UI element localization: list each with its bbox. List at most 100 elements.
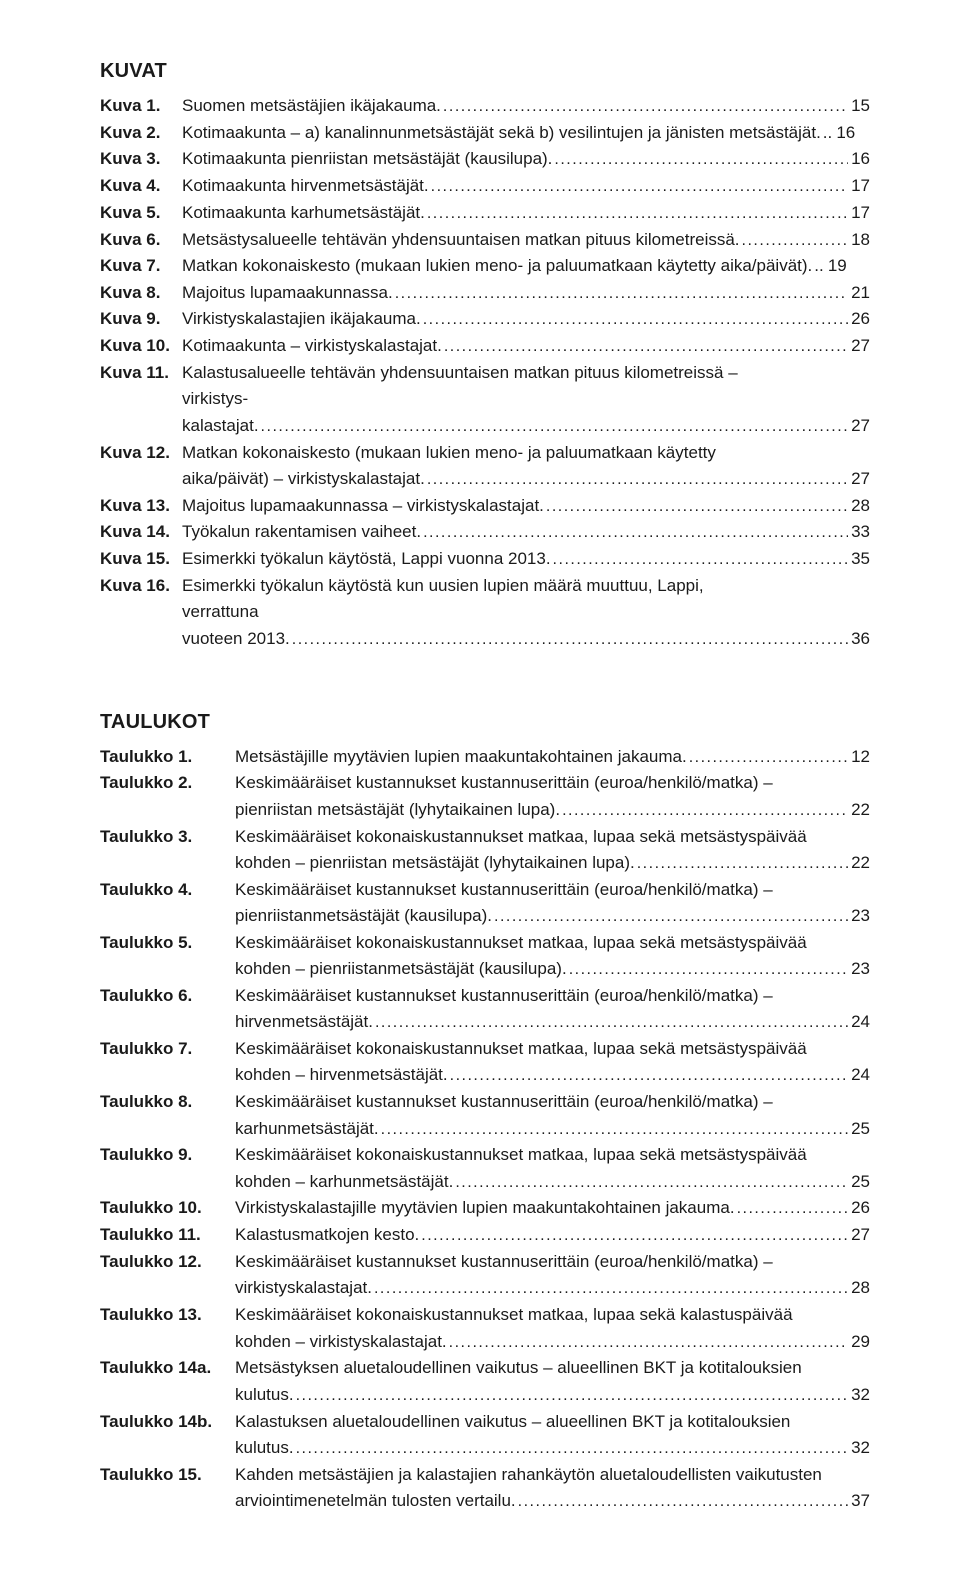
toc-page: 15 xyxy=(848,93,870,119)
toc-page: 16 xyxy=(833,120,855,146)
toc-label-spacer xyxy=(100,1062,235,1088)
toc-dots: ........................................… xyxy=(421,521,848,546)
toc-dots: ........................................… xyxy=(492,905,848,930)
toc-page: 24 xyxy=(848,1009,870,1035)
toc-title: kohden – pienriistanmetsästäjät (kausilu… xyxy=(235,956,567,982)
toc-title: Kotimaakunta pienriistan metsästäjät (ka… xyxy=(182,146,552,172)
toc-title: Kotimaakunta karhumetsästäjät. xyxy=(182,200,425,226)
toc-label: Taulukko 14b. xyxy=(100,1409,235,1435)
toc-entry: Taulukko 5.Keskimääräiset kokonaiskustan… xyxy=(100,930,870,956)
toc-dots: ........................................… xyxy=(516,1490,848,1515)
toc-page: 27 xyxy=(848,413,870,439)
toc-title: kulutus. xyxy=(235,1435,294,1461)
toc-label: Kuva 2. xyxy=(100,120,182,146)
toc-label: Taulukko 15. xyxy=(100,1462,235,1488)
toc-title: Keskimääräiset kokonaiskustannukset matk… xyxy=(235,1036,807,1062)
toc-entry-continuation: kohden – virkistyskalastajat............… xyxy=(100,1329,870,1356)
toc-title: kohden – karhunmetsästäjät. xyxy=(235,1169,453,1195)
toc-dots: ........................................… xyxy=(544,495,848,520)
toc-entry-continuation: pienriistanmetsästäjät (kausilupa)......… xyxy=(100,903,870,930)
toc-title: Keskimääräiset kustannukset kustannuseri… xyxy=(235,770,773,796)
toc-label-spacer xyxy=(100,1488,235,1514)
toc-entry: Taulukko 13.Keskimääräiset kokonaiskusta… xyxy=(100,1302,870,1328)
toc-label-spacer xyxy=(100,797,235,823)
toc-dots: ........................................… xyxy=(740,229,848,254)
toc-label: Kuva 8. xyxy=(100,280,182,306)
toc-title: Keskimääräiset kokonaiskustannukset matk… xyxy=(235,1302,793,1328)
toc-entry-continuation: kulutus.................................… xyxy=(100,1435,870,1462)
toc-title: Keskimääräiset kustannukset kustannuseri… xyxy=(235,1249,773,1275)
toc-title: virkistyskalastajat. xyxy=(235,1275,372,1301)
toc-dots: ........................................… xyxy=(442,335,848,360)
toc-label-spacer xyxy=(100,850,235,876)
toc-label-spacer xyxy=(100,1435,235,1461)
toc-dots: ........................................… xyxy=(567,958,848,983)
toc-title: karhunmetsästäjät. xyxy=(235,1116,379,1142)
toc-label: Taulukko 7. xyxy=(100,1036,235,1062)
toc-page: 32 xyxy=(848,1382,870,1408)
toc-entry: Kuva 1.Suomen metsästäjien ikäjakauma...… xyxy=(100,93,870,120)
toc-entry: Kuva 12.Matkan kokonaiskesto (mukaan luk… xyxy=(100,440,870,466)
toc-entry: Kuva 10.Kotimaakunta – virkistyskalastaj… xyxy=(100,333,870,360)
toc-page: 19 xyxy=(825,253,847,279)
toc-label-spacer xyxy=(100,626,182,652)
toc-label: Taulukko 13. xyxy=(100,1302,235,1328)
toc-dots: ........................................… xyxy=(551,548,848,573)
toc-entry-continuation: kohden – pienriistan metsästäjät (lyhyta… xyxy=(100,850,870,877)
toc-label: Taulukko 3. xyxy=(100,824,235,850)
toc-dots: ........................................… xyxy=(294,1384,848,1409)
toc-page: 29 xyxy=(848,1329,870,1355)
toc-label-spacer xyxy=(100,1275,235,1301)
section-heading: KUVAT xyxy=(100,60,870,83)
toc-entry: Taulukko 10.Virkistyskalastajille myytäv… xyxy=(100,1195,870,1222)
toc-title: Keskimääräiset kustannukset kustannuseri… xyxy=(235,1089,773,1115)
toc-label: Taulukko 8. xyxy=(100,1089,235,1115)
toc-label: Kuva 16. xyxy=(100,573,182,599)
toc-dots: ........................................… xyxy=(635,852,848,877)
toc-title: Keskimääräiset kokonaiskustannukset matk… xyxy=(235,1142,807,1168)
toc-title: Virkistyskalastajille myytävien lupien m… xyxy=(235,1195,735,1221)
toc-title: kalastajat. xyxy=(182,413,259,439)
toc-label: Kuva 10. xyxy=(100,333,182,359)
toc-page: 26 xyxy=(848,1195,870,1221)
toc-label: Kuva 1. xyxy=(100,93,182,119)
toc-dots: ........................................… xyxy=(421,308,848,333)
toc-entry: Kuva 5.Kotimaakunta karhumetsästäjät....… xyxy=(100,200,870,227)
toc-dots: ........................................… xyxy=(735,1197,848,1222)
toc-label-spacer xyxy=(100,1009,235,1035)
toc-dots: ........................................… xyxy=(393,282,848,307)
toc-entry: Taulukko 14a.Metsästyksen aluetaloudelli… xyxy=(100,1355,870,1381)
toc-label: Taulukko 14a. xyxy=(100,1355,235,1381)
toc-title: Työkalun rakentamisen vaiheet. xyxy=(182,519,421,545)
toc-entry: Taulukko 7.Keskimääräiset kokonaiskustan… xyxy=(100,1036,870,1062)
toc-entry: Kuva 2.Kotimaakunta – a) kanalinnunmetsä… xyxy=(100,120,870,146)
toc-entry-continuation: kohden – hirvenmetsästäjät..............… xyxy=(100,1062,870,1089)
toc-label: Kuva 14. xyxy=(100,519,182,545)
toc-entry: Kuva 13.Majoitus lupamaakunnassa – virki… xyxy=(100,493,870,520)
toc-page: 27 xyxy=(848,466,870,492)
toc-dots: ........................................… xyxy=(687,746,848,771)
toc-entry: Kuva 15.Esimerkki työkalun käytöstä, Lap… xyxy=(100,546,870,573)
toc-entry-continuation: kulutus.................................… xyxy=(100,1382,870,1409)
toc-entry: Taulukko 11.Kalastusmatkojen kesto......… xyxy=(100,1222,870,1249)
toc-entry-continuation: pienriistan metsästäjät (lyhytaikainen l… xyxy=(100,797,870,824)
toc-label: Kuva 3. xyxy=(100,146,182,172)
toc-page: 16 xyxy=(848,146,870,172)
toc-dots: ........................................… xyxy=(425,202,848,227)
toc-title: Kahden metsästäjien ja kalastajien rahan… xyxy=(235,1462,822,1488)
toc-entry: Taulukko 12.Keskimääräiset kustannukset … xyxy=(100,1249,870,1275)
toc-title: Matkan kokonaiskesto (mukaan lukien meno… xyxy=(182,253,812,279)
toc-entry: Kuva 4.Kotimaakunta hirvenmetsästäjät...… xyxy=(100,173,870,200)
toc-label: Kuva 4. xyxy=(100,173,182,199)
toc-title: pienriistan metsästäjät (lyhytaikainen l… xyxy=(235,797,560,823)
toc-entry-continuation: kohden – pienriistanmetsästäjät (kausilu… xyxy=(100,956,870,983)
toc-label: Kuva 12. xyxy=(100,440,182,466)
toc-dots: ........................................… xyxy=(448,1064,848,1089)
toc-label-spacer xyxy=(100,413,182,439)
toc-page: 32 xyxy=(848,1435,870,1461)
toc-entry: Taulukko 15.Kahden metsästäjien ja kalas… xyxy=(100,1462,870,1488)
toc-page: 25 xyxy=(848,1116,870,1142)
toc-entry: Kuva 8.Majoitus lupamaakunnassa.........… xyxy=(100,280,870,307)
toc-dots: ........................................… xyxy=(290,628,848,653)
toc-title: Suomen metsästäjien ikäjakauma. xyxy=(182,93,441,119)
